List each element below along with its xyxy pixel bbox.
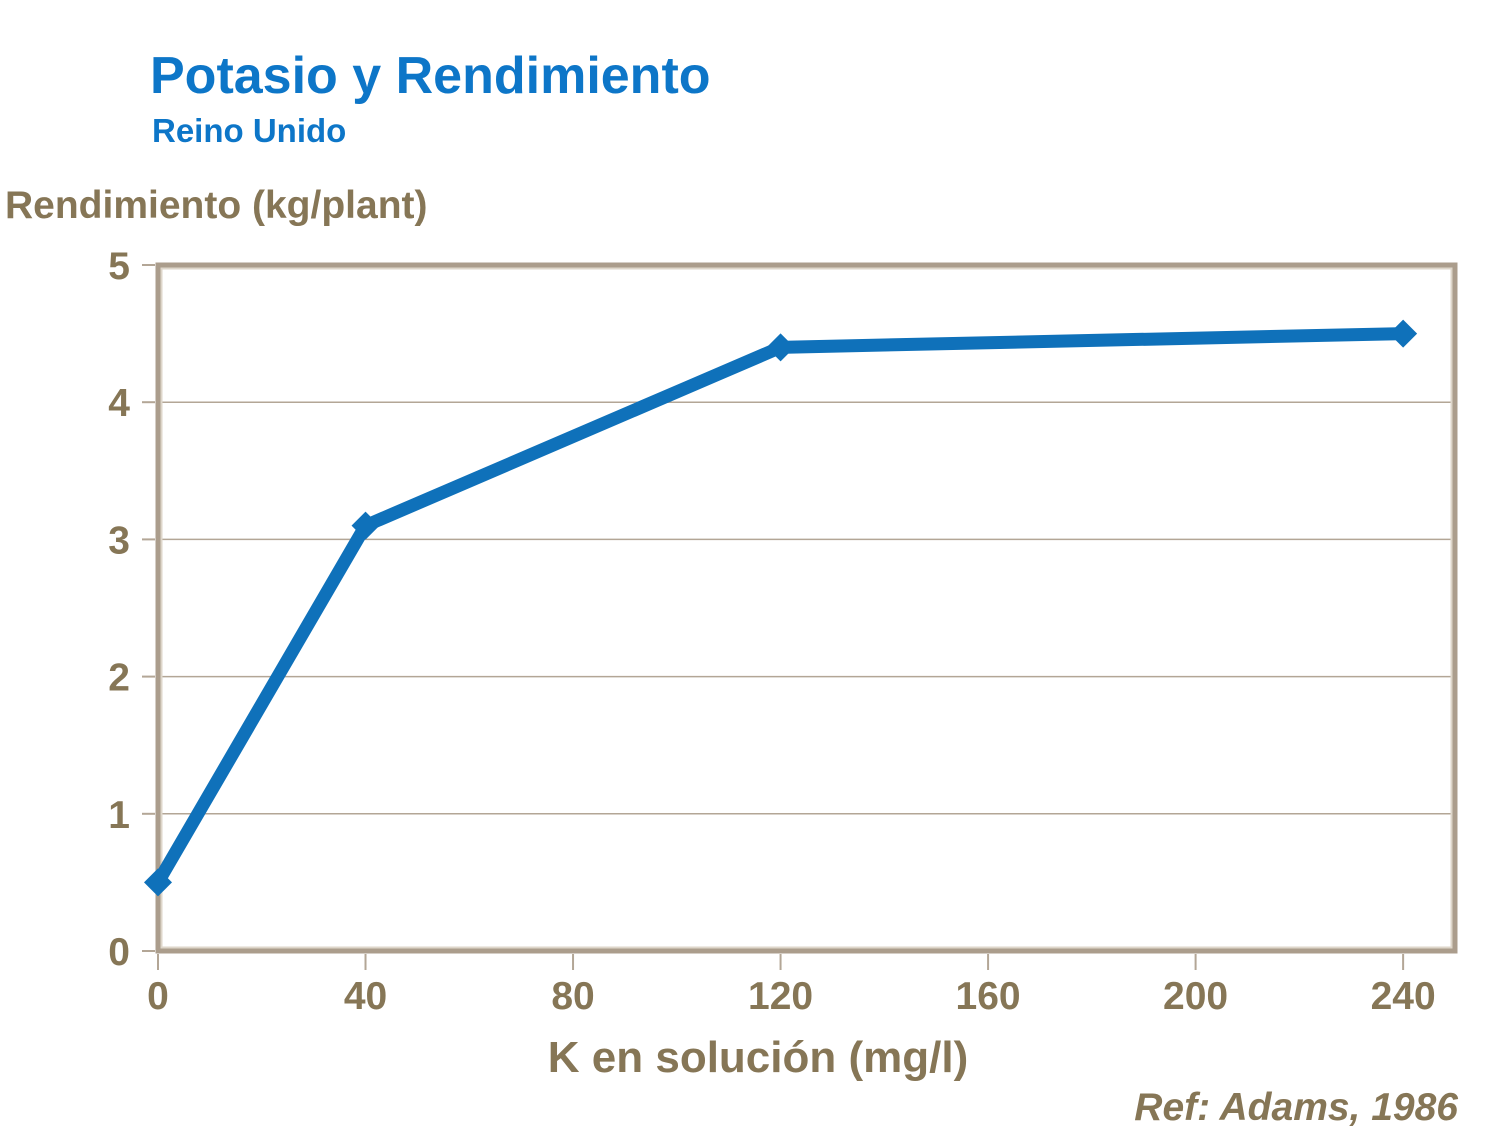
y-tick-label-0: 0 xyxy=(108,931,130,974)
x-tick-label-120: 120 xyxy=(748,975,813,1018)
data-point-marker-0 xyxy=(144,868,172,897)
y-tick-label-4: 4 xyxy=(108,382,130,425)
plot-border-highlight xyxy=(160,267,1453,949)
y-axis-title: Rendimiento (kg/plant) xyxy=(5,184,428,227)
data-point-marker-240 xyxy=(1389,319,1418,348)
x-tick-label-0: 0 xyxy=(147,975,169,1018)
y-tick-label-3: 3 xyxy=(108,519,130,562)
plot-border xyxy=(155,262,1458,954)
x-tick-label-160: 160 xyxy=(956,975,1021,1018)
y-tick-label-5: 5 xyxy=(108,245,130,288)
data-point-marker-120 xyxy=(766,333,795,362)
chart-title: Potasio y Rendimiento xyxy=(150,47,711,105)
x-axis-title: K en solución (mg/l) xyxy=(547,1033,969,1082)
data-point-marker-40 xyxy=(351,511,380,540)
y-tick-label-2: 2 xyxy=(108,657,130,700)
chart-subtitle: Reino Unido xyxy=(152,112,347,149)
y-tick-label-1: 1 xyxy=(108,794,130,837)
x-tick-label-240: 240 xyxy=(1371,975,1436,1018)
x-tick-label-200: 200 xyxy=(1163,975,1228,1018)
x-tick-label-40: 40 xyxy=(344,975,387,1018)
data-line xyxy=(151,327,1410,889)
reference-note: Ref: Adams, 1986 xyxy=(1134,1086,1458,1129)
x-tick-label-80: 80 xyxy=(551,975,594,1018)
